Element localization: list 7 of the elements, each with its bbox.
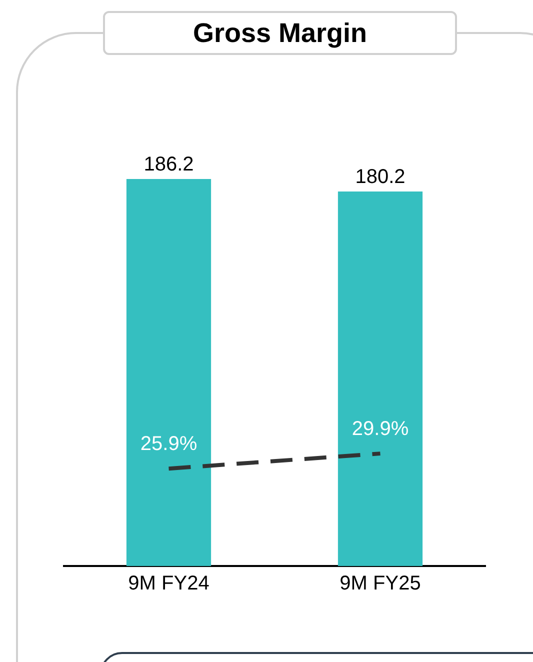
data-label: 29.9% bbox=[352, 418, 409, 440]
data-label: 180.2 bbox=[355, 166, 406, 188]
data-label: 25.9% bbox=[140, 433, 198, 456]
x-tick-label: 9M FY24 bbox=[128, 572, 210, 595]
chart-title: Gross Margin bbox=[103, 11, 457, 55]
data-label: 186.2 bbox=[144, 154, 194, 176]
x-tick-label: 9M FY25 bbox=[340, 572, 421, 595]
